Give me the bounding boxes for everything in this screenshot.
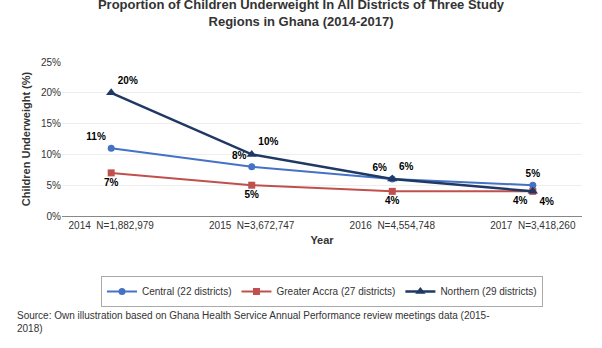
svg-text:2017 N=3,418,260: 2017 N=3,418,260 [490,220,576,231]
svg-text:Children Underweight (%): Children Underweight (%) [20,71,32,206]
svg-text:6%: 6% [372,162,387,173]
svg-text:4%: 4% [539,196,554,207]
svg-text:Central (22 districts): Central (22 districts) [142,286,231,297]
svg-text:2014 N=1,882,979: 2014 N=1,882,979 [69,220,155,231]
svg-text:5%: 5% [47,180,62,191]
svg-text:4%: 4% [385,195,400,206]
svg-text:Greater Accra (27 districts): Greater Accra (27 districts) [276,286,395,297]
svg-text:0%: 0% [47,211,62,222]
svg-text:7%: 7% [104,177,119,188]
svg-text:Northern (29 districts): Northern (29 districts) [440,286,536,297]
svg-text:8%: 8% [232,150,247,161]
svg-text:20%: 20% [41,87,61,98]
svg-text:15%: 15% [41,118,61,129]
svg-text:10%: 10% [258,136,278,147]
svg-text:5%: 5% [245,189,260,200]
svg-text:6%: 6% [399,161,414,172]
svg-text:5%: 5% [526,168,541,179]
svg-text:2016 N=4,554,748: 2016 N=4,554,748 [350,220,436,231]
svg-text:4%: 4% [513,195,528,206]
svg-text:20%: 20% [118,75,138,86]
svg-text:10%: 10% [41,149,61,160]
svg-text:2015 N=3,672,747: 2015 N=3,672,747 [209,220,295,231]
svg-text:Proportion of Children Underwe: Proportion of Children Underweight In Al… [98,0,505,29]
svg-text:25%: 25% [41,57,61,68]
svg-text:11%: 11% [86,131,106,142]
svg-text:Source: Own illustration based: Source: Own illustration based on Ghana … [17,310,489,334]
svg-text:Year: Year [310,234,334,246]
